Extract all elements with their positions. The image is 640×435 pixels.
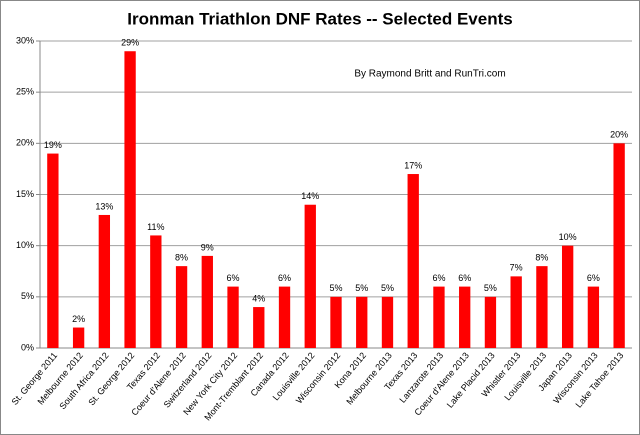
value-label: 2% [72,314,85,324]
y-tick-label: 20% [16,138,34,148]
bar [381,296,394,348]
bar [227,286,239,348]
value-label: 6% [432,273,445,283]
value-label: 10% [559,232,577,242]
bar [278,286,291,348]
y-tick-label: 0% [21,342,34,352]
bar [72,327,85,348]
value-label: 5% [484,283,497,293]
value-label: 20% [610,130,628,140]
value-label: 5% [381,283,394,293]
value-label: 9% [201,242,214,252]
bar [613,143,625,348]
value-label: 8% [535,253,548,263]
value-label: 29% [121,38,139,48]
annotation: By Raymond Britt and RunTri.com [354,69,505,80]
bar [124,51,136,348]
bar [587,286,600,348]
value-label: 6% [458,273,471,283]
value-label: 8% [175,253,188,263]
bar [175,266,188,348]
y-tick-label: 15% [16,189,34,199]
value-label: 6% [587,273,600,283]
y-tick-label: 30% [16,35,34,45]
bar [304,204,316,348]
value-label: 11% [147,222,164,232]
bar [407,174,419,348]
value-label: 14% [301,191,319,201]
bar [201,255,213,348]
bar [484,296,497,348]
bar [459,286,471,348]
bar [433,286,445,348]
chart-title: Ironman Triathlon DNF Rates -- Selected … [127,9,512,28]
value-label: 5% [355,283,368,293]
value-label: 6% [278,273,291,283]
value-label: 13% [95,201,113,211]
value-label: 6% [227,273,240,283]
bar [356,296,368,348]
value-label: 5% [329,283,342,293]
value-label: 19% [44,140,62,150]
bar [510,276,522,348]
value-label: 17% [404,160,422,170]
value-label: 4% [252,293,265,303]
bar [47,153,59,348]
bar [253,307,265,348]
bar [98,214,111,348]
value-label: 7% [510,263,523,273]
y-tick-label: 25% [16,87,34,97]
bar [536,266,548,348]
bar [150,235,162,348]
y-tick-label: 5% [21,291,34,301]
bar [330,296,342,348]
bar [561,245,574,348]
y-tick-label: 10% [16,240,34,250]
